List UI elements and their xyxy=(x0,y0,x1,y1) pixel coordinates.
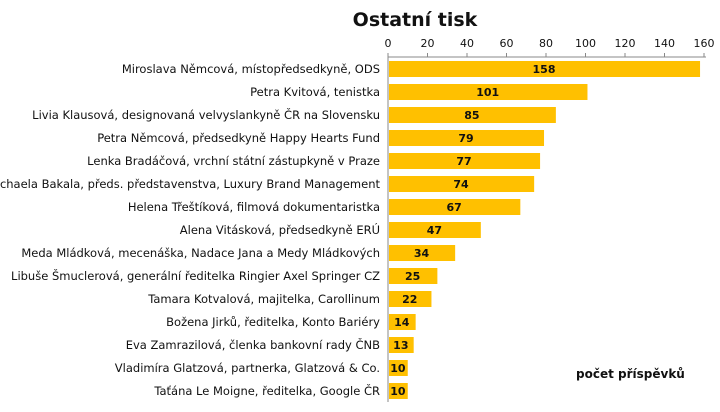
x-tick-label: 60 xyxy=(500,37,514,50)
category-label: Livia Klausová, designovaná velvyslankyn… xyxy=(32,107,380,122)
category-label: Lenka Bradáčová, vrchní státní zástupkyn… xyxy=(87,154,380,168)
x-tick-label: 160 xyxy=(694,37,715,50)
bar xyxy=(389,61,701,77)
category-label: Eva Zamrazilová, členka bankovní rady ČN… xyxy=(126,337,380,352)
bar xyxy=(389,268,438,284)
category-label: Miroslava Němcová, místopředsedkyně, ODS xyxy=(122,62,380,76)
data-label: 22 xyxy=(402,293,417,306)
bar xyxy=(389,130,545,146)
bar xyxy=(389,107,556,123)
x-tick-label: 40 xyxy=(460,37,474,50)
bars xyxy=(389,61,701,399)
category-label: Vladimíra Glatzová, partnerka, Glatzová … xyxy=(115,361,380,375)
data-label: 10 xyxy=(390,362,406,375)
bar xyxy=(389,383,408,399)
category-label: Tamara Kotvalová, majitelka, Carollinum xyxy=(147,292,380,306)
category-label: Libuše Šmuclerová, generální ředitelka R… xyxy=(11,268,380,283)
chart-title: Ostatní tisk xyxy=(353,9,478,31)
data-label: 85 xyxy=(464,109,479,122)
bar xyxy=(389,360,408,376)
category-label: Michaela Bakala, předs. představenstva, … xyxy=(0,177,380,191)
bar xyxy=(389,153,541,169)
x-tick-label: 20 xyxy=(421,37,435,50)
data-label: 79 xyxy=(458,132,473,145)
x-tick-label: 140 xyxy=(654,37,675,50)
category-label: Meda Mládková, mecenáška, Nadace Jana a … xyxy=(21,246,380,260)
data-label: 101 xyxy=(476,86,499,99)
data-label: 34 xyxy=(414,247,430,260)
data-label: 10 xyxy=(390,385,406,398)
category-labels: Miroslava Němcová, místopředsedkyně, ODS… xyxy=(0,62,380,398)
legend-label: počet příspěvků xyxy=(576,367,685,381)
x-tick-label: 0 xyxy=(385,37,392,50)
bar xyxy=(389,199,521,215)
bar xyxy=(389,245,456,261)
bar xyxy=(389,337,414,353)
category-label: Petra Němcová, předsedkyně Happy Hearts … xyxy=(97,131,380,145)
category-label: Helena Třeštíková, filmová dokumentarist… xyxy=(128,200,380,214)
bar xyxy=(389,84,588,100)
bar xyxy=(389,314,416,330)
x-tick-label: 100 xyxy=(575,37,596,50)
bar xyxy=(389,222,481,238)
data-label: 14 xyxy=(394,316,410,329)
data-label: 74 xyxy=(453,178,469,191)
data-label: 47 xyxy=(427,224,442,237)
x-tick-label: 80 xyxy=(539,37,553,50)
data-label: 158 xyxy=(533,63,556,76)
data-labels: 158 101 85 79 77 74 67 47 34 25 22 14 13 10 10 xyxy=(390,63,555,398)
category-label: Petra Kvitová, tenistka xyxy=(250,85,380,99)
data-label: 13 xyxy=(393,339,408,352)
bar xyxy=(389,291,432,307)
x-tick-label: 120 xyxy=(615,37,636,50)
category-label: Alena Vitásková, předsedkyně ERÚ xyxy=(180,222,380,237)
category-label: Božena Jirků, ředitelka, Konto Bariéry xyxy=(166,315,380,329)
category-label: Taťána Le Moigne, ředitelka, Google ČR xyxy=(153,383,380,398)
data-label: 25 xyxy=(405,270,420,283)
x-axis-ticks: 0 20 40 60 80 100 120 140 160 xyxy=(385,37,715,57)
data-label: 67 xyxy=(447,201,462,214)
data-label: 77 xyxy=(456,155,471,168)
bar xyxy=(389,176,535,192)
